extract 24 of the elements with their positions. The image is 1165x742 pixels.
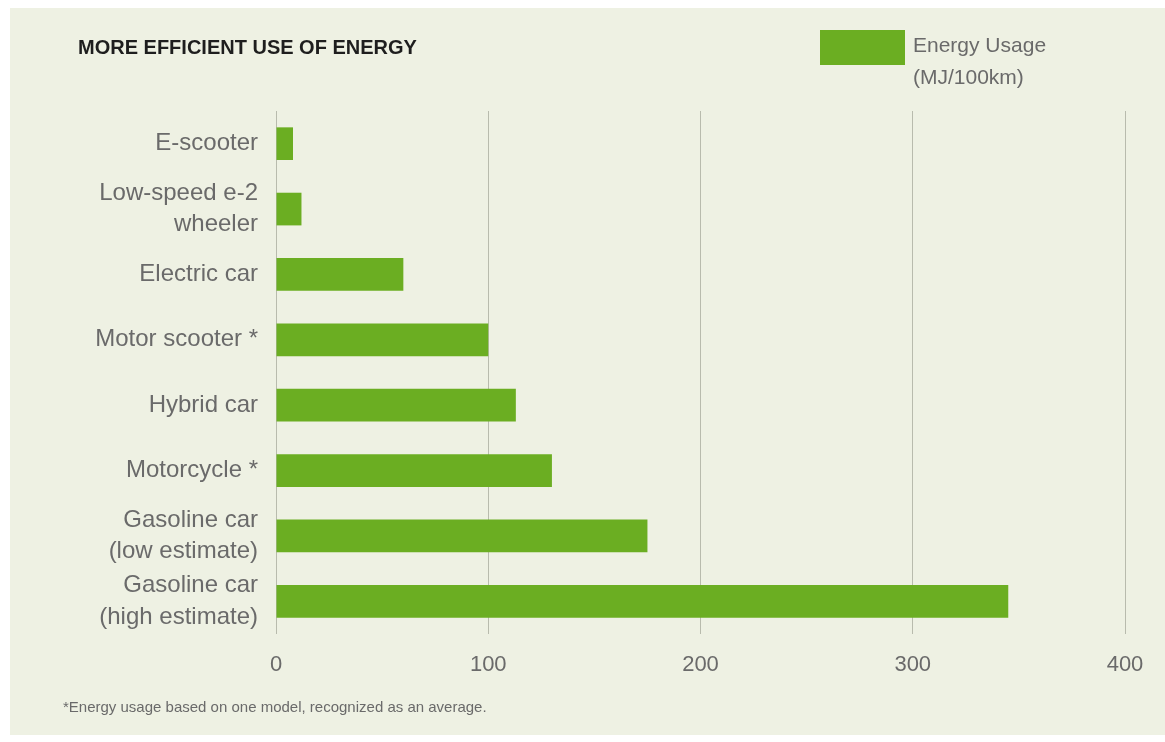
y-tick-label: Motorcycle * (125, 455, 258, 483)
y-tick-label: Gasoline car (low estimate) (108, 504, 258, 564)
x-tick-label: 100 (469, 651, 507, 677)
bar (276, 192, 302, 226)
bar (276, 454, 552, 487)
y-tick-label: Hybrid car (148, 389, 259, 417)
y-tick-label: Motor scooter * (95, 324, 258, 352)
chart-title: MORE EFFICIENT USE OF ENERGY (78, 36, 417, 59)
bar (276, 258, 404, 291)
bar (276, 323, 489, 357)
x-tick-label: 300 (894, 651, 932, 677)
x-tick-label: 200 (682, 651, 719, 677)
x-tick-label: 400 (1106, 651, 1144, 677)
y-tick-label: Low-speed e-2 wheeler (99, 178, 259, 237)
bar (276, 519, 648, 553)
y-tick-label: Electric car (139, 259, 259, 287)
y-tick-label: Gasoline car (high estimate) (99, 570, 258, 629)
bar (276, 388, 516, 422)
x-tick-label: 0 (269, 651, 283, 677)
legend-label: Energy Usage (MJ/100km) (913, 32, 1048, 90)
bar (276, 127, 293, 161)
bar (276, 584, 1009, 618)
y-tick-label: E-scooter (155, 128, 259, 156)
text: *Energy usage based on one model, recognized as an average. (63, 698, 487, 715)
